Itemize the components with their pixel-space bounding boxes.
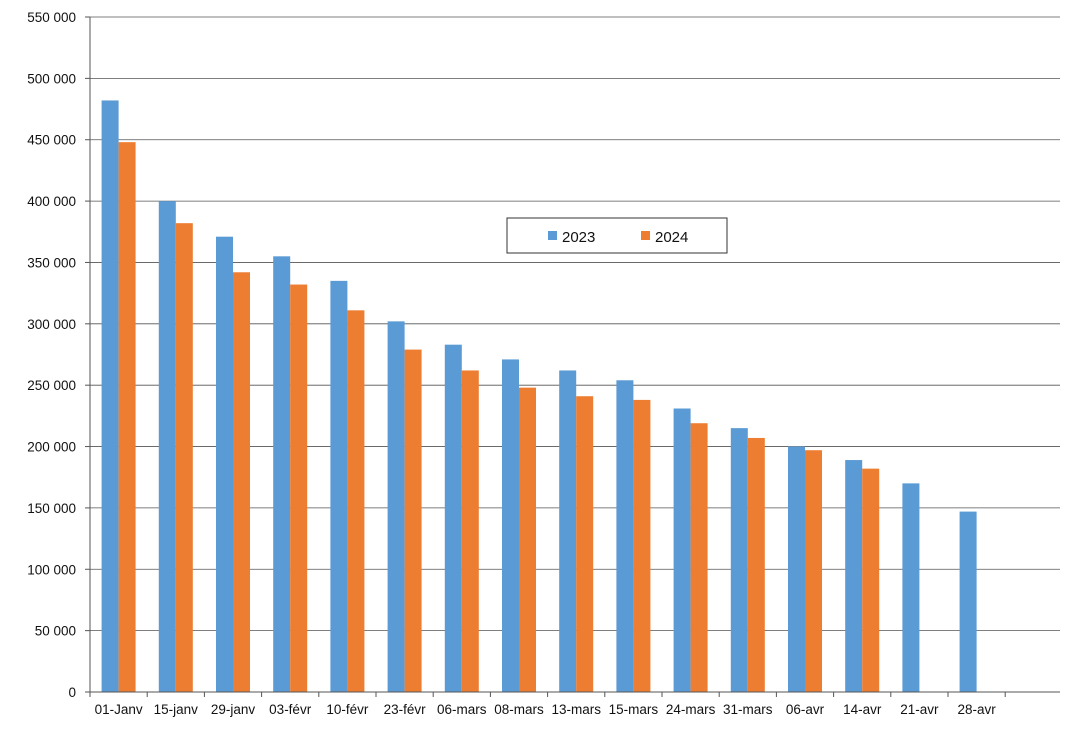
bar-2024-13-mars (576, 396, 594, 692)
x-tick-label: 08-mars (494, 702, 544, 717)
x-tick-label: 13-mars (551, 702, 601, 717)
bar-2024-14-avr (862, 468, 880, 692)
bar-2023-06-avr (788, 446, 805, 692)
x-tick-label: 21-avr (900, 702, 939, 717)
bar-2023-31-mars (730, 428, 748, 692)
legend-swatch-2023 (548, 231, 557, 240)
legend: 2023 2024 (506, 217, 728, 254)
legend-label-2024: 2024 (655, 229, 688, 246)
y-tick-label: 550 000 (27, 10, 76, 25)
x-tick-label: 23-févr (384, 702, 427, 717)
bar-2023-24-mars (673, 408, 691, 692)
bar-2023-15-mars (616, 380, 634, 692)
bar-2023-08-mars (502, 359, 519, 692)
y-tick-label: 200 000 (27, 440, 76, 455)
bar-2024-01-Janv (118, 142, 136, 692)
x-tick-label: 28-avr (957, 702, 996, 717)
y-tick-label: 150 000 (27, 501, 76, 516)
bar-2024-03-févr (290, 284, 308, 692)
bars (101, 100, 977, 693)
bar-2023-28-avr (959, 511, 977, 692)
bar-2023-06-mars (444, 344, 462, 692)
bar-2023-01-Janv (101, 100, 119, 693)
bar-2024-29-janv (233, 272, 250, 692)
y-tick-label: 0 (68, 685, 76, 700)
bar-2024-15-janv (175, 223, 193, 692)
bar-2024-23-févr (404, 349, 422, 692)
x-axis: 01-Janv 15-janv 29-janv 03-févr 10-févr 23-fé… (89, 691, 1060, 717)
bar-2023-14-avr (845, 460, 863, 692)
bar-2024-24-mars (690, 423, 708, 692)
y-tick-label: 250 000 (27, 378, 76, 393)
bar-2023-10-févr (330, 280, 348, 692)
bar-2023-29-janv (216, 236, 233, 692)
y-tick-label: 350 000 (27, 255, 76, 270)
x-tick-label: 01-Janv (95, 702, 143, 717)
y-tick-label: 100 000 (27, 562, 76, 577)
x-tick-label: 29-janv (211, 702, 256, 717)
y-tick-label: 500 000 (27, 71, 76, 86)
legend-box (506, 217, 728, 254)
bar-2023-23-févr (387, 321, 405, 692)
bar-2023-03-févr (273, 256, 291, 692)
x-tick-label: 15-mars (609, 702, 659, 717)
x-tick-label: 03-févr (269, 702, 312, 717)
y-tick-label: 300 000 (27, 317, 76, 332)
y-tick-label: 400 000 (27, 194, 76, 209)
x-tick-label: 10-févr (326, 702, 369, 717)
bar-2024-31-mars (747, 437, 765, 692)
x-tick-label: 15-janv (154, 702, 199, 717)
bar-2023-15-janv (158, 201, 176, 692)
bar-2024-06-avr (805, 450, 822, 692)
bar-2024-06-mars (461, 370, 479, 692)
x-tick-label: 31-mars (723, 702, 773, 717)
bar-2024-15-mars (633, 399, 651, 692)
x-tick-label: 24-mars (666, 702, 716, 717)
x-tick-label: 06-mars (437, 702, 487, 717)
y-tick-label: 50 000 (35, 624, 76, 639)
bar-2024-08-mars (519, 387, 536, 692)
legend-swatch-2024 (641, 231, 650, 240)
y-tick-label: 450 000 (27, 133, 76, 148)
bar-2023-21-avr (902, 483, 920, 692)
legend-label-2023: 2023 (562, 229, 595, 246)
x-tick-label: 14-avr (843, 702, 882, 717)
bar-2024-10-févr (347, 310, 365, 692)
y-axis: 0 50 000 100 000 150 000 200 000 250 000 300 0… (27, 10, 91, 700)
x-tick-label: 06-avr (786, 702, 825, 717)
bar-2023-13-mars (559, 370, 577, 692)
